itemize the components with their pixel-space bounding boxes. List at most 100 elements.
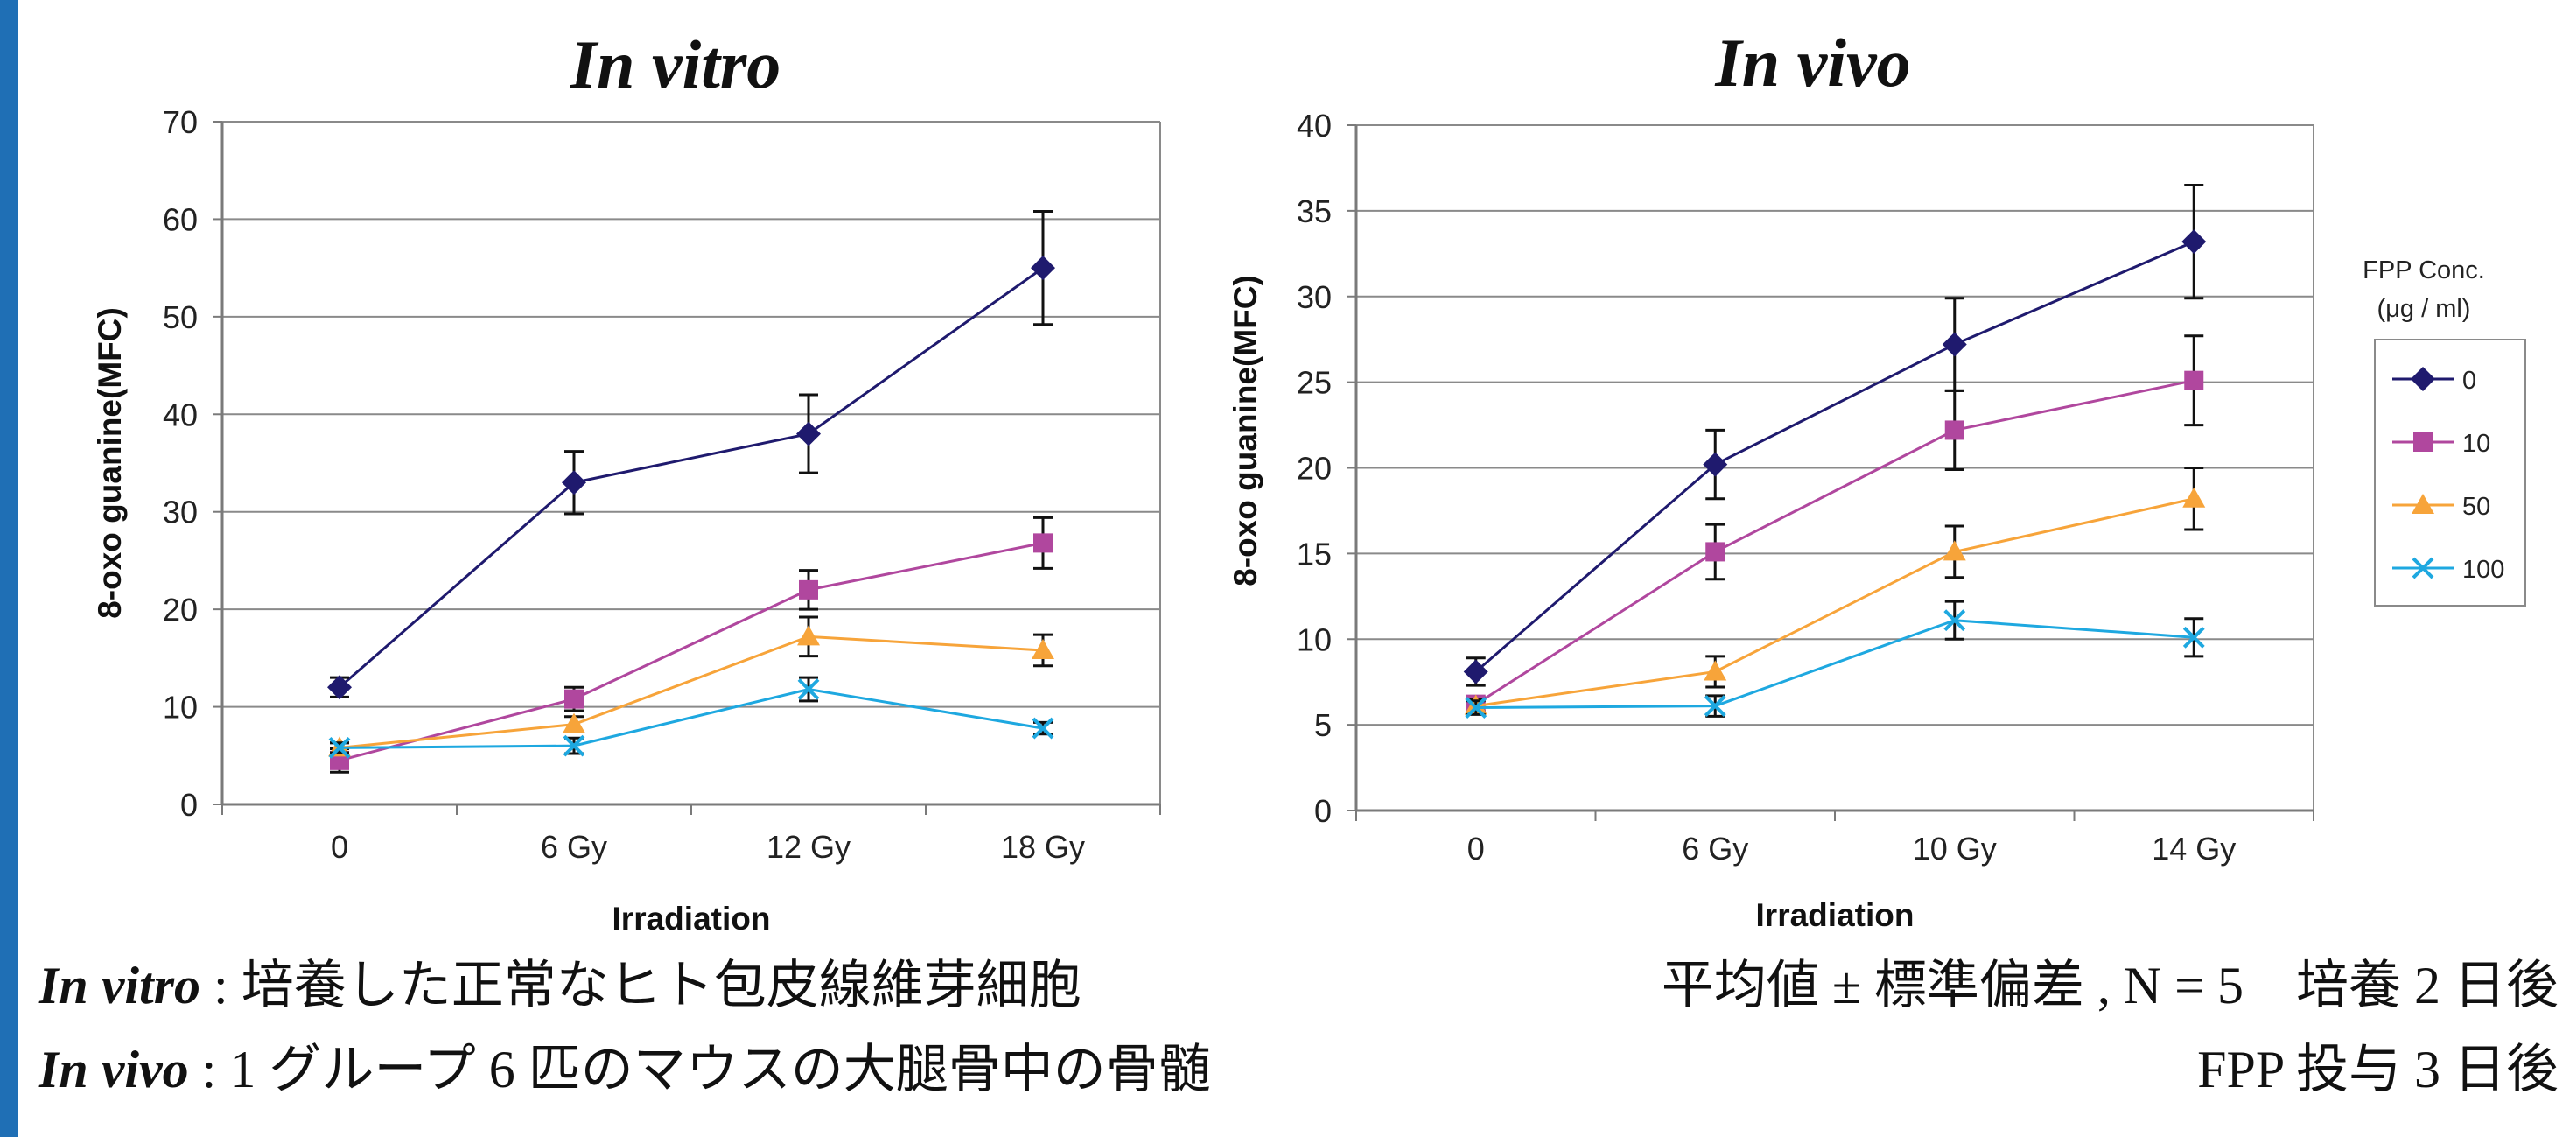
data-point-stroke-b bbox=[1704, 695, 1726, 718]
y-tick-label: 40 bbox=[163, 397, 198, 432]
data-point bbox=[2181, 229, 2207, 255]
y-tick-label: 60 bbox=[163, 201, 198, 237]
data-point bbox=[1032, 717, 1054, 740]
y-tick-label: 20 bbox=[1297, 451, 1332, 487]
data-point bbox=[1943, 609, 1966, 632]
data-point-stroke-b bbox=[1465, 697, 1488, 719]
legend-entry: 0 bbox=[2462, 367, 2476, 395]
x-axis-label: Irradiation bbox=[612, 901, 771, 937]
data-point bbox=[1705, 542, 1726, 562]
data-point bbox=[1463, 659, 1488, 684]
y-tick-label: 70 bbox=[163, 104, 198, 140]
series-0 bbox=[1463, 184, 2207, 687]
legend-box bbox=[2374, 339, 2526, 607]
series-10 bbox=[1466, 334, 2204, 714]
x-tick-label: 10 Gy bbox=[1913, 831, 1997, 867]
data-point bbox=[796, 421, 821, 446]
footnote-in-vivo-label: In vivo bbox=[38, 1041, 189, 1098]
data-point bbox=[1942, 540, 1966, 561]
data-point bbox=[2184, 370, 2204, 390]
y-tick-label: 0 bbox=[1314, 793, 1332, 829]
series-line bbox=[1474, 379, 2194, 705]
data-point bbox=[327, 675, 352, 700]
data-point bbox=[1703, 452, 1728, 477]
data-point-stroke-b bbox=[328, 736, 351, 759]
series-100 bbox=[1465, 600, 2205, 719]
chart-in-vitro: In vitro 0 10 20 30 40 50 60 70 0 6 Gy 12 Gy 18 Gy Ir… bbox=[92, 26, 1161, 937]
series-50 bbox=[1464, 467, 2206, 715]
x-tick-label: 0 bbox=[1467, 831, 1485, 867]
data-point bbox=[799, 579, 818, 600]
series-line bbox=[339, 635, 1044, 749]
legend-swatch-marker bbox=[2412, 494, 2434, 514]
data-point-stroke-b bbox=[1943, 609, 1966, 632]
footnotes: In vitro : 培養した正常なヒト包皮線維芽細胞 平均値 ± 標準偏差 ,… bbox=[38, 959, 2558, 1127]
data-point bbox=[2182, 626, 2205, 649]
data-point bbox=[1465, 697, 1488, 719]
legend: FPP Conc. (μg / ml) 0 10 50 100 bbox=[2362, 256, 2526, 607]
data-point bbox=[797, 678, 820, 700]
footnote-in-vivo: In vivo : 1 グループ 6 匹のマウスの大腿骨中の骨髄 bbox=[38, 1043, 1211, 1096]
footnote-stats-group: 平均値 ± 標準偏差 , N = 5 培養 2 日後 bbox=[1662, 959, 2558, 1012]
chart-title: In vivo bbox=[1714, 25, 1910, 101]
legend-swatch-marker bbox=[2412, 557, 2434, 579]
data-point-stroke-b bbox=[1032, 717, 1054, 740]
series-10 bbox=[330, 516, 1053, 774]
legend-entry: 50 bbox=[2462, 493, 2490, 521]
data-point bbox=[1942, 332, 1967, 357]
footnote-row-1: In vitro : 培養した正常なヒト包皮線維芽細胞 平均値 ± 標準偏差 ,… bbox=[38, 959, 2558, 1043]
data-point bbox=[1032, 638, 1054, 659]
footnote-dosing-days: FPP 投与 3 日後 bbox=[2197, 1041, 2558, 1098]
data-point bbox=[2182, 487, 2206, 508]
x-tick-label: 0 bbox=[331, 829, 348, 865]
series-line bbox=[1475, 619, 2194, 710]
footnote-culture-days: 培養 2 日後 bbox=[2296, 957, 2558, 1014]
data-point bbox=[328, 736, 351, 759]
series-line bbox=[339, 541, 1044, 762]
data-point bbox=[797, 625, 820, 646]
footnote-row-2: In vivo : 1 グループ 6 匹のマウスの大腿骨中の骨髄 FPP 投与 … bbox=[38, 1043, 2558, 1127]
series-line bbox=[339, 687, 1044, 749]
y-tick-label: 30 bbox=[1297, 279, 1332, 315]
legend-swatch-marker bbox=[2411, 367, 2435, 391]
chart-title: In vitro bbox=[570, 26, 781, 102]
series-line bbox=[1475, 497, 2194, 708]
data-point bbox=[563, 712, 585, 733]
y-axis-label: 8-oxo guanine(MFC) bbox=[92, 307, 128, 619]
y-tick-label: 50 bbox=[163, 299, 198, 335]
data-point bbox=[564, 689, 584, 709]
legend-unit: (μg / ml) bbox=[2377, 295, 2471, 323]
series-0 bbox=[327, 210, 1055, 700]
data-point bbox=[563, 734, 585, 757]
legend-title: FPP Conc. bbox=[2362, 256, 2485, 284]
legend-entry: 100 bbox=[2462, 556, 2504, 584]
data-point-stroke-b bbox=[797, 678, 820, 700]
footnote-stats: 平均値 ± 標準偏差 , N = 5 bbox=[1661, 957, 2244, 1014]
data-point-stroke-b bbox=[563, 734, 585, 757]
x-tick-label: 18 Gy bbox=[1001, 829, 1085, 865]
chart-in-vivo: In vivo 0 5 10 15 20 25 30 35 40 0 6 Gy 10 Gy 14 Gy Ir… bbox=[1228, 25, 2526, 933]
series-line bbox=[1474, 240, 2194, 673]
x-tick-label: 14 Gy bbox=[2152, 831, 2236, 867]
y-tick-label: 25 bbox=[1297, 365, 1332, 401]
footnote-in-vitro-label: In vitro bbox=[38, 957, 201, 1014]
y-tick-label: 35 bbox=[1297, 193, 1332, 229]
y-tick-label: 0 bbox=[180, 787, 198, 823]
y-axis-label: 8-oxo guanine(MFC) bbox=[1228, 275, 1264, 586]
series-line bbox=[339, 266, 1044, 689]
data-point bbox=[1704, 660, 1727, 681]
y-tick-label: 30 bbox=[163, 495, 198, 530]
y-tick-label: 5 bbox=[1314, 707, 1332, 743]
x-axis-label: Irradiation bbox=[1756, 897, 1914, 933]
legend-entry: 10 bbox=[2462, 430, 2490, 458]
footnote-in-vivo-text: : 1 グループ 6 匹のマウスの大腿骨中の骨髄 bbox=[188, 1041, 1211, 1098]
series-100 bbox=[328, 676, 1054, 759]
y-tick-label: 40 bbox=[1297, 108, 1332, 144]
data-point bbox=[1704, 695, 1726, 718]
y-tick-label: 20 bbox=[163, 592, 198, 628]
footnote-in-vitro-text: : 培養した正常なヒト包皮線維芽細胞 bbox=[200, 957, 1082, 1014]
data-point bbox=[1033, 533, 1053, 553]
data-point bbox=[1944, 420, 1964, 440]
x-tick-label: 6 Gy bbox=[541, 829, 607, 865]
